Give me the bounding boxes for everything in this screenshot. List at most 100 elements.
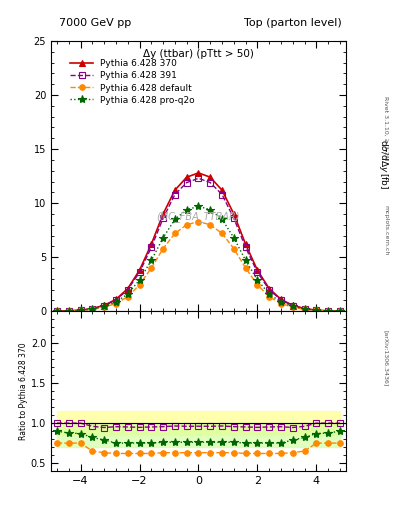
- Pythia 6.428 370: [149, 241, 154, 247]
- Pythia 6.428 pro-q2o: [55, 308, 59, 314]
- Line: Pythia 6.428 pro-q2o: Pythia 6.428 pro-q2o: [53, 202, 344, 315]
- Pythia 6.428 391: [326, 308, 331, 314]
- Pythia 6.428 pro-q2o: [137, 277, 142, 283]
- Pythia 6.428 pro-q2o: [208, 206, 213, 212]
- Pythia 6.428 default: [125, 293, 130, 300]
- Pythia 6.428 default: [196, 219, 201, 225]
- Pythia 6.428 pro-q2o: [338, 308, 342, 314]
- Pythia 6.428 default: [302, 306, 307, 312]
- Pythia 6.428 370: [173, 187, 177, 193]
- Pythia 6.428 370: [102, 302, 107, 308]
- Pythia 6.428 370: [184, 174, 189, 180]
- Pythia 6.428 391: [220, 191, 224, 198]
- Pythia 6.428 default: [279, 301, 283, 307]
- Pythia 6.428 default: [243, 265, 248, 271]
- Pythia 6.428 391: [78, 307, 83, 313]
- Pythia 6.428 default: [137, 282, 142, 288]
- Pythia 6.428 391: [231, 215, 236, 221]
- Pythia 6.428 pro-q2o: [102, 303, 107, 309]
- Pythia 6.428 391: [208, 180, 213, 186]
- Pythia 6.428 default: [173, 230, 177, 237]
- Pythia 6.428 391: [255, 269, 260, 275]
- Pythia 6.428 370: [208, 174, 213, 180]
- Pythia 6.428 391: [114, 297, 118, 303]
- Pythia 6.428 pro-q2o: [267, 291, 272, 297]
- Pythia 6.428 370: [290, 302, 295, 308]
- Pythia 6.428 391: [196, 175, 201, 181]
- Pythia 6.428 pro-q2o: [125, 291, 130, 297]
- Pythia 6.428 default: [267, 293, 272, 300]
- Pythia 6.428 391: [161, 215, 165, 221]
- Pythia 6.428 default: [161, 246, 165, 252]
- Y-axis label: Ratio to Pythia 6.428 370: Ratio to Pythia 6.428 370: [19, 343, 28, 440]
- Pythia 6.428 391: [125, 287, 130, 293]
- Pythia 6.428 default: [314, 307, 319, 313]
- Pythia 6.428 370: [78, 307, 83, 313]
- Pythia 6.428 pro-q2o: [290, 303, 295, 309]
- Pythia 6.428 391: [314, 307, 319, 313]
- Pythia 6.428 pro-q2o: [220, 216, 224, 222]
- Pythia 6.428 370: [326, 308, 331, 314]
- Text: Δy (ttbar) (pTtt > 50): Δy (ttbar) (pTtt > 50): [143, 49, 254, 59]
- Pythia 6.428 pro-q2o: [114, 299, 118, 305]
- Pythia 6.428 391: [173, 191, 177, 198]
- Pythia 6.428 391: [90, 306, 95, 312]
- Pythia 6.428 default: [208, 222, 213, 228]
- Pythia 6.428 pro-q2o: [78, 307, 83, 313]
- Text: mcplots.cern.ch: mcplots.cern.ch: [383, 205, 388, 255]
- Pythia 6.428 default: [66, 308, 71, 314]
- Pythia 6.428 pro-q2o: [184, 206, 189, 212]
- Pythia 6.428 370: [66, 308, 71, 314]
- Pythia 6.428 pro-q2o: [326, 308, 331, 314]
- Pythia 6.428 default: [149, 265, 154, 271]
- Pythia 6.428 370: [255, 267, 260, 273]
- Pythia 6.428 370: [196, 170, 201, 176]
- Pythia 6.428 pro-q2o: [279, 299, 283, 305]
- Pythia 6.428 391: [102, 303, 107, 309]
- Pythia 6.428 pro-q2o: [302, 306, 307, 312]
- Legend: Pythia 6.428 370, Pythia 6.428 391, Pythia 6.428 default, Pythia 6.428 pro-q2o: Pythia 6.428 370, Pythia 6.428 391, Pyth…: [70, 59, 195, 105]
- Pythia 6.428 pro-q2o: [314, 307, 319, 313]
- Text: (MC_FBA_TTBAR): (MC_FBA_TTBAR): [157, 211, 240, 222]
- Pythia 6.428 391: [184, 180, 189, 186]
- Pythia 6.428 default: [184, 222, 189, 228]
- Pythia 6.428 391: [137, 269, 142, 275]
- Pythia 6.428 pro-q2o: [90, 306, 95, 312]
- Pythia 6.428 default: [326, 308, 331, 314]
- Pythia 6.428 370: [267, 286, 272, 292]
- Pythia 6.428 pro-q2o: [255, 277, 260, 283]
- Pythia 6.428 391: [290, 303, 295, 309]
- Text: Rivet 3.1.10, ≥ 3.2M: Rivet 3.1.10, ≥ 3.2M: [383, 96, 388, 160]
- Text: Top (parton level): Top (parton level): [244, 18, 342, 28]
- Pythia 6.428 default: [231, 246, 236, 252]
- Pythia 6.428 default: [102, 304, 107, 310]
- Line: Pythia 6.428 391: Pythia 6.428 391: [54, 176, 343, 314]
- Pythia 6.428 default: [55, 308, 59, 314]
- Pythia 6.428 391: [243, 244, 248, 250]
- Pythia 6.428 default: [220, 230, 224, 237]
- Pythia 6.428 370: [243, 241, 248, 247]
- Pythia 6.428 391: [279, 297, 283, 303]
- Text: 7000 GeV pp: 7000 GeV pp: [59, 18, 131, 28]
- Text: $\mathrm{d}\sigma/\mathrm{d}\Delta y\,\mathrm{[fb]}$: $\mathrm{d}\sigma/\mathrm{d}\Delta y\,\m…: [377, 139, 390, 189]
- Pythia 6.428 370: [338, 308, 342, 314]
- Pythia 6.428 391: [66, 308, 71, 314]
- Pythia 6.428 370: [220, 187, 224, 193]
- Pythia 6.428 370: [90, 306, 95, 312]
- Pythia 6.428 391: [338, 308, 342, 314]
- Pythia 6.428 370: [125, 286, 130, 292]
- Line: Pythia 6.428 370: Pythia 6.428 370: [53, 169, 343, 314]
- Pythia 6.428 pro-q2o: [66, 308, 71, 314]
- Pythia 6.428 370: [279, 296, 283, 303]
- Pythia 6.428 default: [255, 282, 260, 288]
- Pythia 6.428 default: [338, 308, 342, 314]
- Pythia 6.428 default: [90, 306, 95, 312]
- Pythia 6.428 370: [55, 308, 59, 314]
- Pythia 6.428 default: [114, 301, 118, 307]
- Pythia 6.428 pro-q2o: [173, 216, 177, 222]
- Pythia 6.428 391: [149, 244, 154, 250]
- Pythia 6.428 pro-q2o: [243, 258, 248, 264]
- Pythia 6.428 391: [267, 287, 272, 293]
- Pythia 6.428 pro-q2o: [196, 203, 201, 209]
- Pythia 6.428 default: [290, 304, 295, 310]
